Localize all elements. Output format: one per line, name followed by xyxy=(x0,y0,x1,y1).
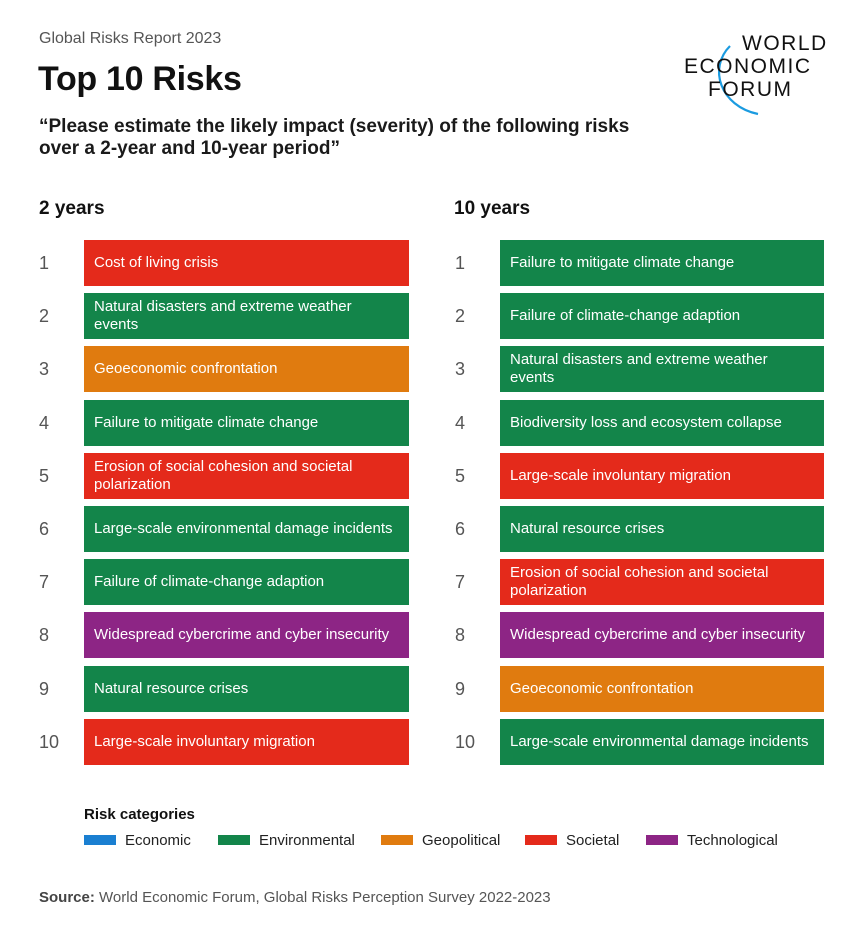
legend-item-geopolitical: Geopolitical xyxy=(381,830,500,850)
rank-number-10yr-3: 3 xyxy=(455,359,466,379)
logo-line-2: ECONOMIC xyxy=(684,55,812,78)
logo-line-1: WORLD xyxy=(742,32,828,55)
risk-bar-2yr-3: Geoeconomic confrontation xyxy=(84,346,409,392)
wef-logo: WORLD ECONOMIC FORUM xyxy=(684,32,828,116)
legend-label: Technological xyxy=(687,831,778,849)
legend-item-societal: Societal xyxy=(525,830,619,850)
legend-item-technological: Technological xyxy=(646,830,778,850)
column-title-10-years: 10 years xyxy=(454,198,531,219)
rank-number-10yr-4: 4 xyxy=(455,413,466,433)
risk-bar-2yr-7: Failure of climate-change adaption xyxy=(84,559,409,605)
rank-number-2yr-5: 5 xyxy=(39,466,50,486)
rank-number-2yr-1: 1 xyxy=(39,253,50,273)
report-label: Global Risks Report 2023 xyxy=(39,30,222,47)
rank-number-10yr-1: 1 xyxy=(455,253,466,273)
source-prefix: Source: xyxy=(39,889,95,906)
risk-label: Natural disasters and extreme weather ev… xyxy=(94,298,352,333)
rank-number-2yr-10: 10 xyxy=(39,732,60,752)
risk-bar-2yr-9: Natural resource crises xyxy=(84,666,409,712)
risk-bar-2yr-8: Widespread cybercrime and cyber insecuri… xyxy=(84,612,409,658)
legend-label: Societal xyxy=(566,831,620,849)
risk-label: Large-scale involuntary migration xyxy=(94,733,315,750)
legend-swatch xyxy=(525,835,557,845)
risk-bar-2yr-1: Cost of living crisis xyxy=(84,240,409,286)
rank-number-10yr-6: 6 xyxy=(455,519,466,539)
rank-number-2yr-9: 9 xyxy=(39,679,50,699)
legend-title: Risk categories xyxy=(84,806,195,823)
risk-bar-2yr-4: Failure to mitigate climate change xyxy=(84,400,409,446)
risk-bar-10yr-6: Natural resource crises xyxy=(500,506,824,552)
logo-line-3: FORUM xyxy=(708,78,793,101)
chart-subtitle: “Please estimate the likely impact (seve… xyxy=(39,116,630,159)
risk-bar-10yr-2: Failure of climate-change adaption xyxy=(500,293,824,339)
legend-item-economic: Economic xyxy=(84,830,191,850)
risk-bar-10yr-10: Large-scale environmental damage inciden… xyxy=(500,719,824,765)
risk-bar-2yr-10: Large-scale involuntary migration xyxy=(84,719,409,765)
risk-label: Natural resource crises xyxy=(94,680,249,697)
risk-bar-10yr-7: Erosion of social cohesion and societal … xyxy=(500,559,824,605)
risk-bar-2yr-6: Large-scale environmental damage inciden… xyxy=(84,506,409,552)
legend-label: Environmental xyxy=(259,831,355,849)
risk-label: Failure of climate-change adaption xyxy=(510,307,741,324)
risk-bar-10yr-4: Biodiversity loss and ecosystem collapse xyxy=(500,400,824,446)
risk-label: Geoeconomic confrontation xyxy=(510,680,694,697)
legend-item-environmental: Environmental xyxy=(218,830,355,850)
legend-swatch xyxy=(381,835,413,845)
rank-number-2yr-4: 4 xyxy=(39,413,50,433)
risk-label: Widespread cybercrime and cyber insecuri… xyxy=(510,626,806,643)
source-text: World Economic Forum, Global Risks Perce… xyxy=(99,889,551,906)
risk-label: Failure of climate-change adaption xyxy=(94,573,325,590)
risk-label: Erosion of social cohesion and societal … xyxy=(510,564,769,599)
risk-bar-2yr-2: Natural disasters and extreme weather ev… xyxy=(84,293,409,339)
legend-label: Geopolitical xyxy=(422,831,501,849)
risk-label: Erosion of social cohesion and societal … xyxy=(94,458,353,493)
legend-label: Economic xyxy=(125,831,191,849)
risk-label: Cost of living crisis xyxy=(94,254,219,271)
risk-label: Large-scale involuntary migration xyxy=(510,467,731,484)
rank-number-10yr-9: 9 xyxy=(455,679,466,699)
page-title: Top 10 Risks xyxy=(38,60,242,98)
rank-number-10yr-10: 10 xyxy=(455,732,476,752)
risk-bar-10yr-1: Failure to mitigate climate change xyxy=(500,240,824,286)
risk-bar-2yr-5: Erosion of social cohesion and societal … xyxy=(84,453,409,499)
rank-number-2yr-6: 6 xyxy=(39,519,50,539)
risk-label: Natural resource crises xyxy=(510,520,665,537)
legend-swatch xyxy=(646,835,678,845)
legend-swatch xyxy=(84,835,116,845)
risk-label: Failure to mitigate climate change xyxy=(94,414,319,431)
risk-label: Failure to mitigate climate change xyxy=(510,254,735,271)
rank-number-10yr-2: 2 xyxy=(455,306,466,326)
risk-bar-10yr-9: Geoeconomic confrontation xyxy=(500,666,824,712)
risk-label: Widespread cybercrime and cyber insecuri… xyxy=(94,626,390,643)
risk-label: Biodiversity loss and ecosystem collapse xyxy=(510,414,782,431)
rank-number-10yr-8: 8 xyxy=(455,625,466,645)
rank-number-10yr-5: 5 xyxy=(455,466,466,486)
rank-number-2yr-8: 8 xyxy=(39,625,50,645)
risk-bar-10yr-5: Large-scale involuntary migration xyxy=(500,453,824,499)
column-title-2-years: 2 years xyxy=(39,198,105,219)
wef-arc-logo-icon xyxy=(718,45,759,116)
source-note: Source: World Economic Forum, Global Ris… xyxy=(39,889,551,906)
risk-label: Geoeconomic confrontation xyxy=(94,360,278,377)
rank-number-2yr-7: 7 xyxy=(39,572,50,592)
risk-bar-10yr-3: Natural disasters and extreme weather ev… xyxy=(500,346,824,392)
rank-number-2yr-3: 3 xyxy=(39,359,50,379)
legend-swatch xyxy=(218,835,250,845)
risk-label: Large-scale environmental damage inciden… xyxy=(510,733,809,750)
rank-number-10yr-7: 7 xyxy=(455,572,466,592)
risk-label: Large-scale environmental damage inciden… xyxy=(94,520,393,537)
rank-number-2yr-2: 2 xyxy=(39,306,50,326)
risk-bar-10yr-8: Widespread cybercrime and cyber insecuri… xyxy=(500,612,824,658)
risk-label: Natural disasters and extreme weather ev… xyxy=(510,351,768,386)
